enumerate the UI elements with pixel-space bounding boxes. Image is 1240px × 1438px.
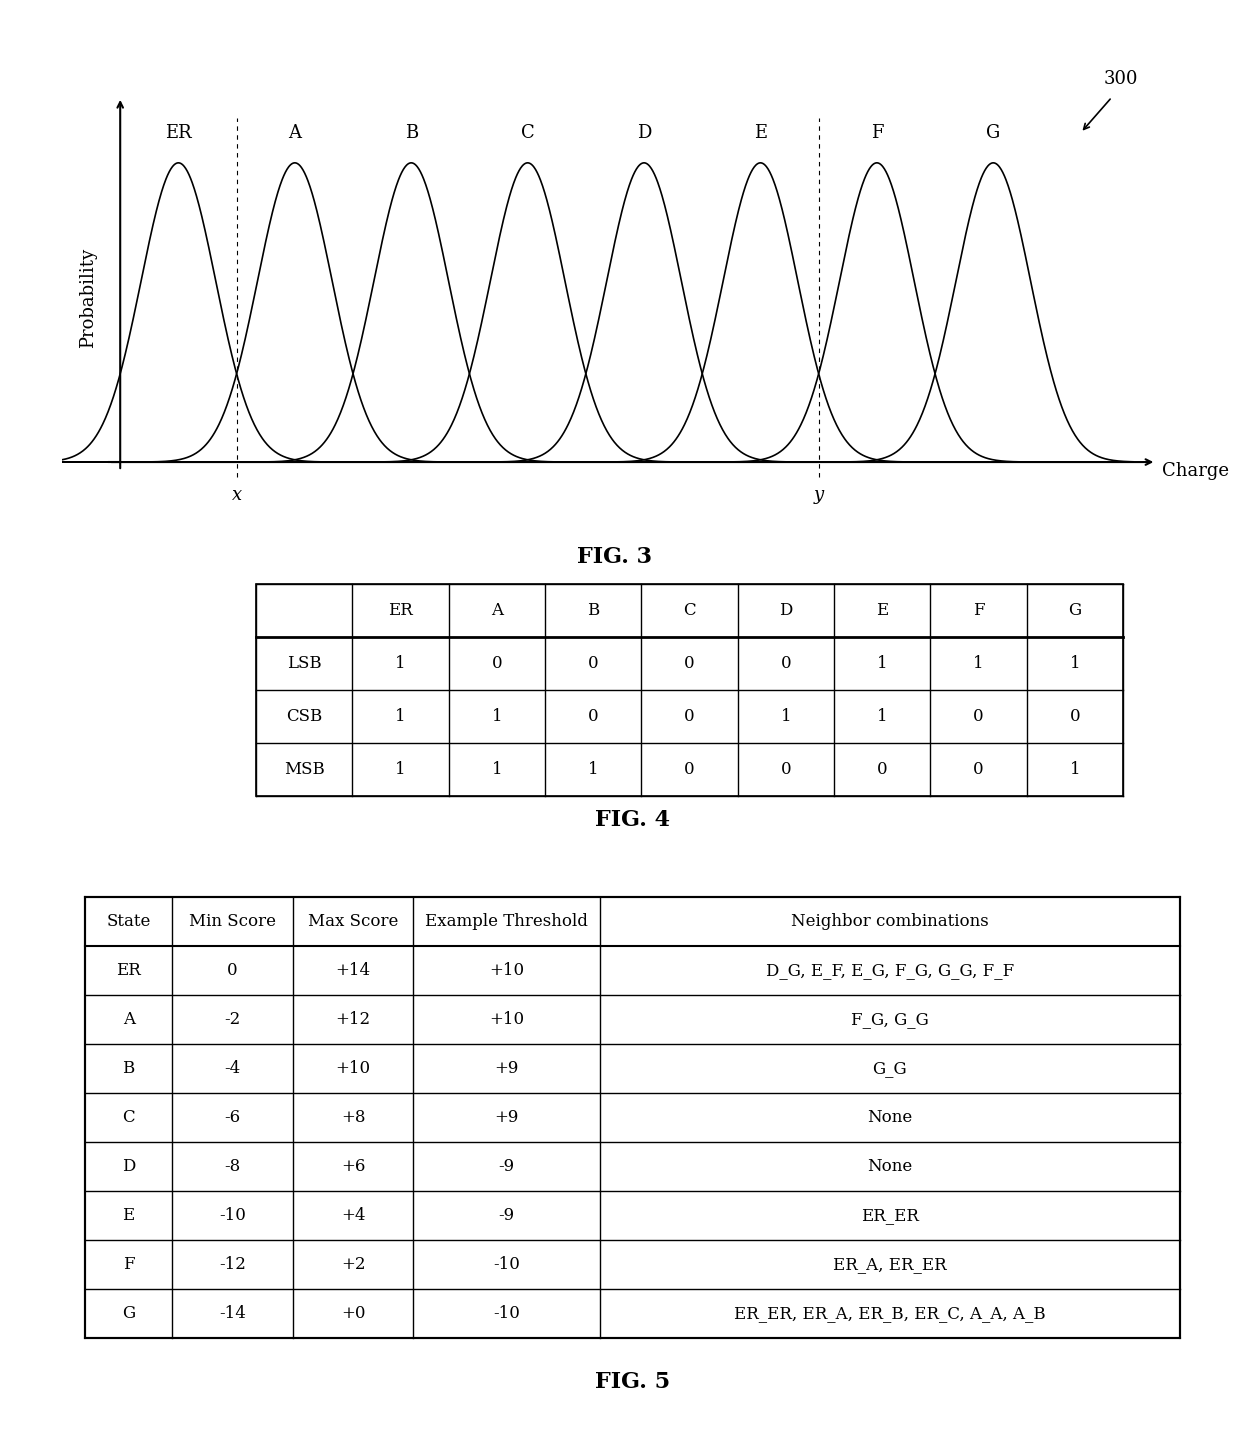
Text: 0: 0 [588,709,599,725]
Text: +12: +12 [336,1011,371,1028]
Text: F: F [123,1255,134,1273]
Text: Probability: Probability [78,247,97,348]
Text: B: B [404,124,418,142]
Text: Charge: Charge [1162,462,1229,480]
Text: G: G [986,124,1001,142]
Text: None: None [867,1158,913,1175]
Text: -6: -6 [224,1109,241,1126]
Text: G: G [1068,603,1081,620]
Text: G: G [122,1304,135,1322]
Bar [84,897,1180,1337]
Text: 0: 0 [973,709,983,725]
Text: 1: 1 [491,761,502,778]
Text: 1: 1 [1069,656,1080,673]
Text: 1: 1 [396,656,405,673]
Text: +10: +10 [336,1060,371,1077]
Text: 0: 0 [684,709,694,725]
Text: B: B [123,1060,135,1077]
Text: -4: -4 [224,1060,241,1077]
Text: A: A [289,124,301,142]
Text: E: E [875,603,888,620]
Text: FIG. 5: FIG. 5 [595,1370,670,1392]
Text: 1: 1 [973,656,983,673]
Text: FIG. 4: FIG. 4 [595,808,670,831]
Text: C: C [123,1109,135,1126]
Text: -8: -8 [224,1158,241,1175]
Text: 300: 300 [1104,70,1138,88]
Text: -14: -14 [219,1304,246,1322]
Text: FIG. 3: FIG. 3 [578,546,652,568]
Text: 0: 0 [1069,709,1080,725]
Text: y: y [813,486,823,503]
Text: ER_A, ER_ER: ER_A, ER_ER [833,1255,946,1273]
Text: Min Score: Min Score [190,913,277,930]
Text: D: D [637,124,651,142]
Text: C: C [683,603,696,620]
Text: 1: 1 [1069,761,1080,778]
Text: +9: +9 [495,1060,518,1077]
Text: G_G: G_G [873,1060,908,1077]
Text: ER: ER [117,962,141,979]
Text: 0: 0 [877,761,888,778]
Text: F: F [972,603,985,620]
Text: Max Score: Max Score [308,913,398,930]
Text: B: B [587,603,599,620]
Text: x: x [232,486,242,503]
Text: +8: +8 [341,1109,366,1126]
Text: 1: 1 [877,656,888,673]
Text: None: None [867,1109,913,1126]
Text: -10: -10 [494,1304,520,1322]
Text: +14: +14 [336,962,371,979]
Text: -12: -12 [219,1255,246,1273]
Text: +10: +10 [489,962,525,979]
Text: F: F [870,124,883,142]
Text: +6: +6 [341,1158,366,1175]
Text: D: D [122,1158,135,1175]
Text: 1: 1 [491,709,502,725]
Text: 1: 1 [588,761,599,778]
Text: 0: 0 [684,761,694,778]
Text: -9: -9 [498,1158,515,1175]
Text: E: E [123,1206,135,1224]
Text: LSB: LSB [286,656,321,673]
Text: -10: -10 [219,1206,246,1224]
Text: 0: 0 [973,761,983,778]
Text: +0: +0 [341,1304,366,1322]
Text: A: A [123,1011,135,1028]
Text: F_G, G_G: F_G, G_G [851,1011,929,1028]
Text: State: State [107,913,151,930]
Text: +9: +9 [495,1109,518,1126]
Text: CSB: CSB [286,709,322,725]
Text: Neighbor combinations: Neighbor combinations [791,913,988,930]
Text: ER: ER [388,603,413,620]
Text: D_G, E_F, E_G, F_G, G_G, F_F: D_G, E_F, E_G, F_G, G_G, F_F [765,962,1014,979]
Text: 1: 1 [780,709,791,725]
Text: ER_ER: ER_ER [861,1206,919,1224]
Bar [255,584,1123,797]
Text: MSB: MSB [284,761,325,778]
Text: 0: 0 [227,962,238,979]
Text: C: C [521,124,534,142]
Text: ER: ER [165,124,192,142]
Text: +4: +4 [341,1206,366,1224]
Text: 1: 1 [396,709,405,725]
Text: 0: 0 [684,656,694,673]
Text: D: D [779,603,792,620]
Text: 0: 0 [588,656,599,673]
Text: 1: 1 [396,761,405,778]
Text: A: A [491,603,502,620]
Text: Example Threshold: Example Threshold [425,913,588,930]
Text: E: E [754,124,768,142]
Text: 1: 1 [877,709,888,725]
Text: -2: -2 [224,1011,241,1028]
Text: -10: -10 [494,1255,520,1273]
Text: +10: +10 [489,1011,525,1028]
Text: 0: 0 [780,761,791,778]
Text: +2: +2 [341,1255,366,1273]
Text: ER_ER, ER_A, ER_B, ER_C, A_A, A_B: ER_ER, ER_A, ER_B, ER_C, A_A, A_B [734,1304,1045,1322]
Text: 0: 0 [780,656,791,673]
Text: -9: -9 [498,1206,515,1224]
Text: 0: 0 [491,656,502,673]
